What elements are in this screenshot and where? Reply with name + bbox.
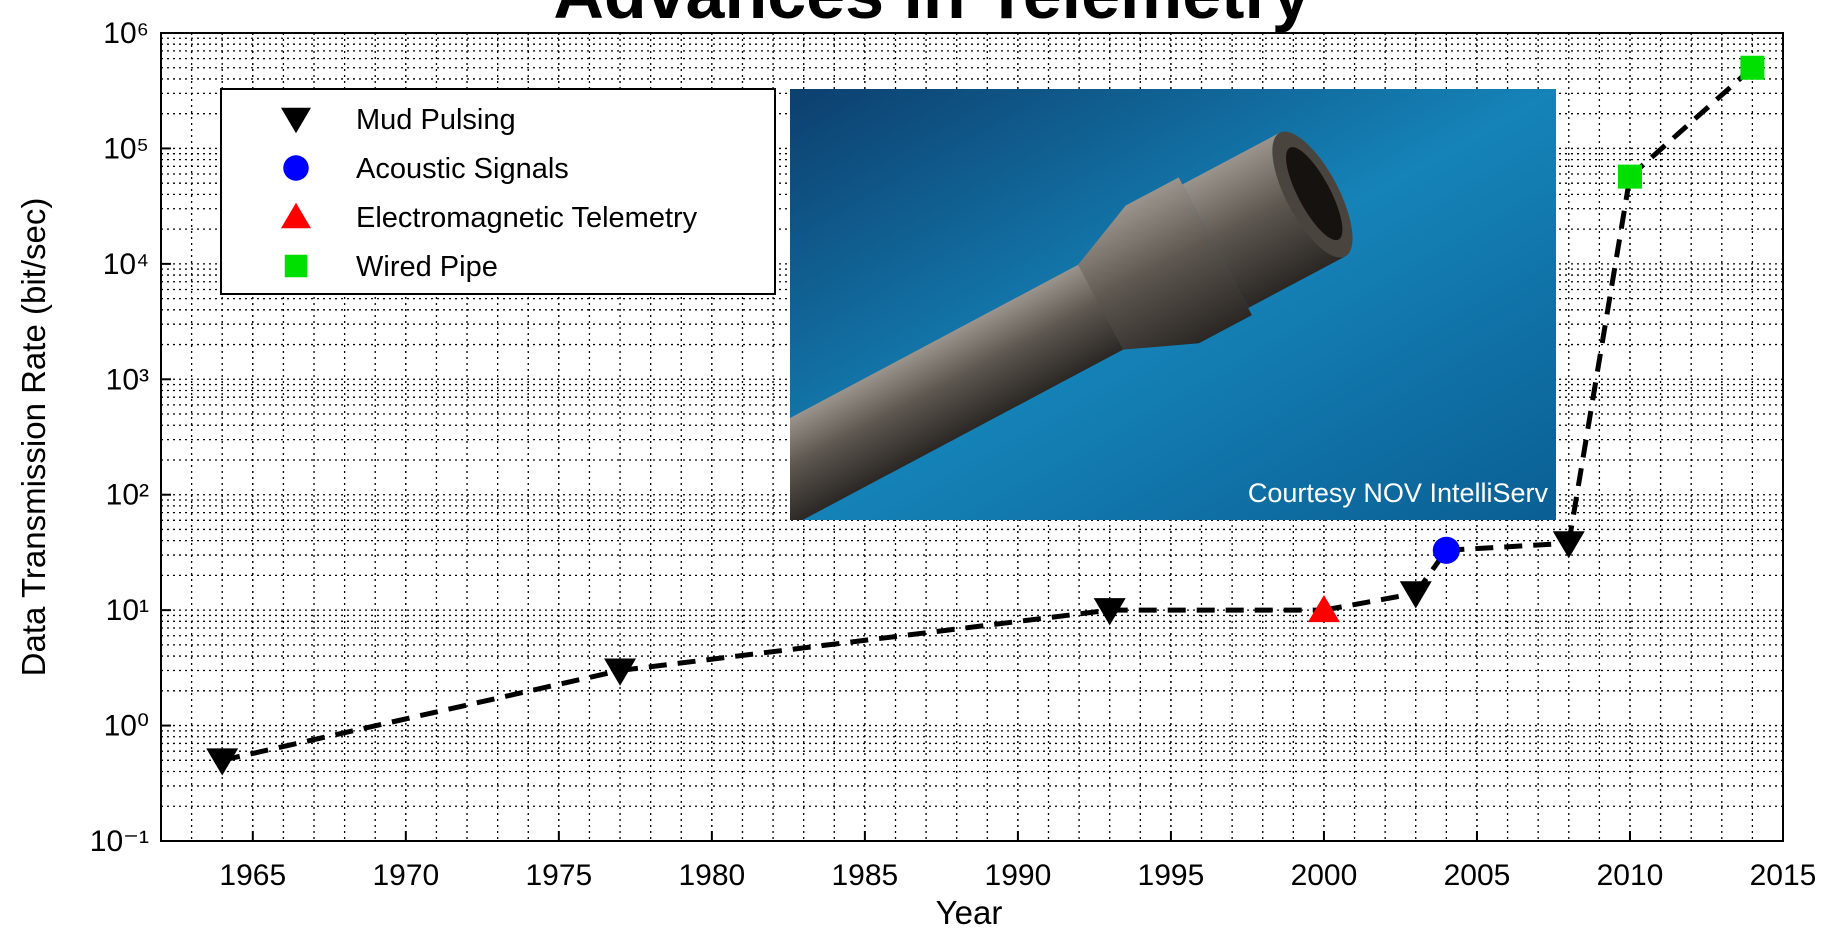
- x-tick-label: 1985: [832, 859, 899, 892]
- pipe-illustration: [790, 131, 1353, 520]
- marker: [1617, 164, 1642, 189]
- x-tick-label: 2005: [1444, 859, 1511, 892]
- plot-frame: [160, 32, 1784, 842]
- y-axis-label: Data Transmission Rate (bit/sec): [15, 198, 52, 677]
- marker: [283, 155, 309, 181]
- photo: [790, 89, 1556, 520]
- x-tick-label: 1980: [678, 859, 745, 892]
- y-tick-label: 10⁴: [103, 248, 149, 281]
- y-tick-label: 10³: [106, 363, 149, 396]
- markers: [206, 55, 1765, 776]
- y-tick-label: 10⁰: [104, 710, 149, 743]
- legend-label: Wired Pipe: [356, 251, 498, 283]
- y-tick-label: 10⁻¹: [90, 825, 149, 858]
- legend: Mud Pulsing Acoustic Signals Electromagnet…: [220, 88, 776, 295]
- photo-caption: Courtesy NOV IntelliServ: [1248, 478, 1549, 508]
- legend-label: Mud Pulsing: [356, 104, 516, 136]
- marker: [604, 658, 637, 686]
- marker: [281, 107, 311, 134]
- marker: [281, 202, 311, 229]
- x-tick-label: 1995: [1138, 859, 1205, 892]
- trend-segment: [1566, 176, 1633, 544]
- trend-segment: [1446, 540, 1569, 553]
- y-tick-label: 10²: [106, 479, 149, 512]
- marker: [1432, 536, 1460, 564]
- marker: [1552, 531, 1585, 559]
- trend-segment: [221, 668, 621, 763]
- chart-title: Advances in Telemetry: [553, 0, 1310, 33]
- marker: [284, 254, 308, 278]
- trend-segment: [1323, 590, 1417, 613]
- x-axis-label: Year: [936, 894, 1003, 931]
- x-tick-label: 1970: [372, 859, 439, 892]
- legend-box: [220, 88, 776, 295]
- x-tick-label: 2000: [1291, 859, 1358, 892]
- y-tick-label: 10⁵: [103, 132, 149, 165]
- y-tick-label: 10⁶: [103, 17, 149, 50]
- marker: [1740, 55, 1765, 80]
- marker: [1399, 581, 1432, 609]
- legend-label: Electromagnetic Telemetry: [356, 202, 698, 234]
- legend-label: Acoustic Signals: [356, 153, 569, 185]
- x-tick-label: 2010: [1597, 859, 1664, 892]
- marker: [1093, 598, 1126, 626]
- y-tick-label: 10¹: [106, 594, 149, 627]
- x-tick-label: 1975: [525, 859, 592, 892]
- trend-segment: [619, 607, 1111, 673]
- x-tick-label: 1990: [985, 859, 1052, 892]
- x-tick-label: 1965: [219, 859, 286, 892]
- ticks: 1965 1970 1975 1980 1985 1990 1995 2000 2005 2010…: [90, 17, 1817, 892]
- x-tick-label: 2015: [1750, 859, 1817, 892]
- marker: [1307, 594, 1340, 623]
- marker: [206, 748, 239, 776]
